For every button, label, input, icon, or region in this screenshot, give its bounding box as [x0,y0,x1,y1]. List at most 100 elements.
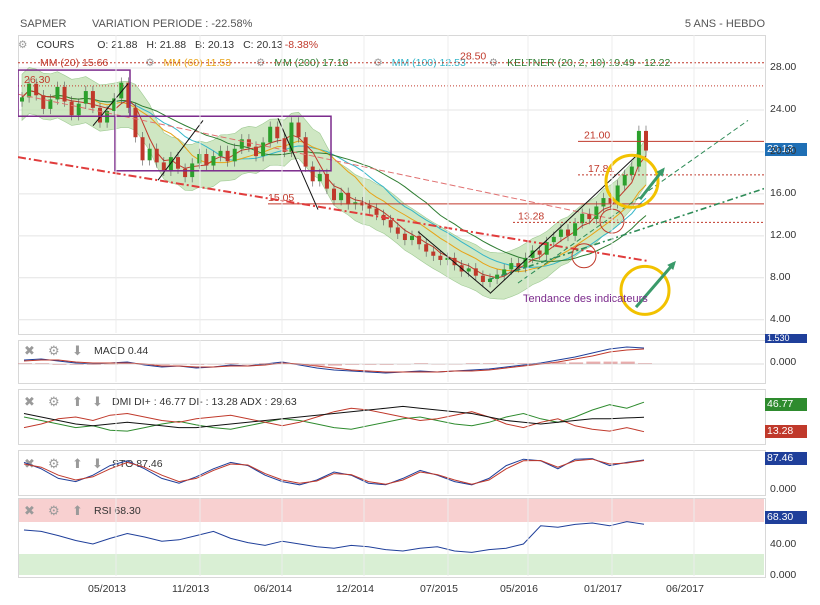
rsi-title: RSI 68.30 [94,505,141,517]
macd-histogram-bar [620,361,635,364]
candle [402,233,407,241]
macd-histogram-bar [586,361,601,364]
candle [83,91,88,104]
macd-axis-zero: 0.000 [770,356,797,368]
candle [27,83,32,98]
dmi-series [23,401,645,432]
downtrend-line [417,231,491,293]
gear-icon[interactable]: ⚙ [18,39,28,51]
price-tick-label: 20.00 [770,144,797,157]
rsi-value-tag: 68.30 [765,511,807,524]
signal-circle [571,243,597,269]
sto-value-tag: 87.46 [765,452,807,465]
legend-cours: COURS [36,39,75,51]
candle [261,142,266,157]
candle [232,148,237,162]
macd-histogram-bar [18,363,32,364]
time-tick-label: 07/2015 [420,583,458,595]
arrow-up-icon[interactable]: ⬆ [72,456,83,471]
candle [431,251,436,256]
gear-icon[interactable]: ⚙ [255,57,266,69]
macd-series [23,348,645,373]
candle [473,268,478,276]
candle [544,242,549,255]
arrow-up-icon[interactable]: ⬆ [72,503,83,518]
candle [268,126,273,143]
close-icon[interactable]: ✖ [24,343,35,358]
channel-trendline [517,120,749,284]
candle [289,122,294,152]
ma-legend: MM (20) 15.66 ⚙ MM (60) 11.53 ⚙ MM (200)… [18,57,762,71]
rsi-chart [23,498,695,576]
candle [76,103,81,116]
arrow-down-icon[interactable]: ⬇ [72,343,83,358]
gear-icon[interactable]: ⚙ [48,394,60,409]
gear-icon[interactable]: ⚙ [48,456,60,471]
arrow-up-head [667,260,676,271]
macd-histogram-bar [310,364,325,366]
sto-title: STO 87.46 [112,458,163,470]
candle [225,150,230,162]
price-tick-label: 12.00 [770,228,797,241]
macd-histogram-bar [362,364,377,365]
rsi-oversold-zone [19,554,764,575]
candle [275,126,280,139]
macd-histogram-bar [35,363,50,364]
gear-icon[interactable]: ⚙ [488,57,499,69]
time-tick-label: 05/2013 [88,583,126,595]
candle [133,107,138,138]
candle [282,138,287,152]
gear-icon[interactable]: ⚙ [48,343,60,358]
price-tick-label: 24.00 [770,102,797,115]
keltner-band [21,67,647,300]
macd-histogram-bar [190,364,205,365]
candle [558,229,563,237]
arrow-down-icon[interactable]: ⬇ [92,394,103,409]
candle [98,107,102,123]
candle [424,244,429,252]
candle [573,223,578,236]
candle [211,156,216,166]
candle [488,278,492,282]
candle [629,166,634,175]
macd-value-tag: 1.530 [765,334,807,343]
time-tick-label: 05/2016 [500,583,538,595]
candle [69,101,74,116]
candle [388,220,393,228]
time-tick-label: 11/2013 [172,583,210,595]
arrow-down-icon[interactable]: ⬇ [92,456,103,471]
period-label[interactable]: 5 ANS - HEBDO [684,18,765,30]
price-tick-label: 4.00 [770,312,791,325]
rsi-overbought-zone [19,499,764,522]
macd-histogram-bar [293,364,308,365]
sto-series [23,458,645,486]
gear-icon[interactable]: ⚙ [145,57,155,69]
candle [452,257,457,266]
sto-panel [18,450,766,496]
level-2850-label: 28.50 [460,51,486,63]
macd-histogram-bar [69,364,84,365]
candle [204,154,209,166]
consolidation-box [114,115,332,172]
macd-chart [18,340,764,382]
candle [48,99,53,109]
gear-icon[interactable]: ⚙ [48,503,60,518]
close-icon[interactable]: ✖ [24,503,35,518]
macd-histogram-bar [224,363,239,364]
candle [303,137,308,167]
candle [41,95,46,109]
candle [161,162,166,171]
time-tick-label: 01/2017 [584,583,622,595]
arrow-up-icon[interactable]: ⬆ [72,394,83,409]
candle [466,268,471,272]
price-tick-label: 28.00 [770,60,797,73]
highlight-circle [619,264,671,316]
time-tick-label: 12/2014 [336,583,374,595]
candle [502,269,507,275]
close-icon[interactable]: ✖ [24,456,35,471]
sto-chart [23,450,695,494]
candle [310,166,315,182]
close-icon[interactable]: ✖ [24,394,35,409]
candle [119,82,124,99]
